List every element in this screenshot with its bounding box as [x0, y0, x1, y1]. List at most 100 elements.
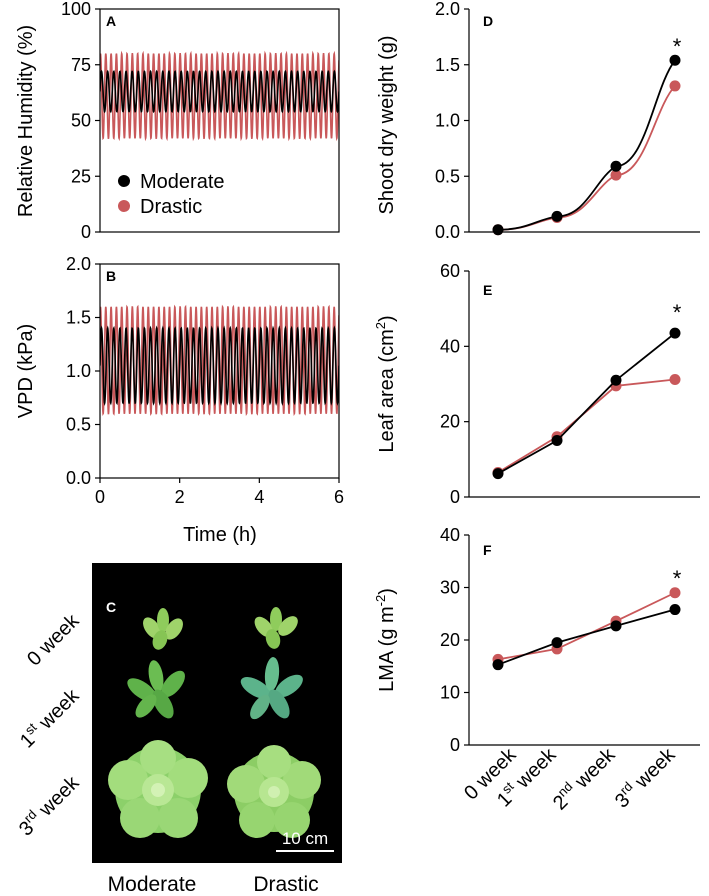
panel-e-significance: * — [673, 300, 682, 325]
category-axis-labels: 0 week 1st week 2nd week 3rd week — [460, 741, 680, 814]
panel-a-legend: Moderate Drastic — [118, 171, 225, 218]
panel-a-ylabel: Relative Humidity (%) — [15, 25, 37, 217]
category-label-2nd-week: 2nd week — [547, 741, 620, 814]
panel-e-point-moderate-3 — [669, 327, 681, 339]
panel-d-ytick-label: 0.0 — [435, 222, 460, 242]
panel-a-series-drastic — [100, 50, 339, 142]
panel-a-ytick-label: 100 — [61, 0, 91, 19]
panel-b-series-moderate — [100, 325, 339, 406]
legend-moderate-marker — [118, 175, 130, 187]
panel-b-xtick-label: 6 — [334, 487, 344, 507]
panel-d-letter: D — [483, 13, 493, 29]
panel-f-ytick-label: 20 — [440, 630, 460, 650]
panel-d-point-moderate-3 — [669, 54, 681, 66]
column-label-moderate: Moderate — [108, 873, 197, 896]
panel-e-letter: E — [483, 282, 492, 298]
plant-drastic-3rd-week — [227, 745, 321, 838]
panel-d-line-drastic — [497, 85, 676, 231]
panel-f-series — [492, 587, 681, 671]
panel-f-yticks: 0 10 20 30 40 — [440, 525, 469, 755]
row-label-3rd-week: 3rd week — [13, 769, 84, 840]
panel-f-ytick-label: 40 — [440, 525, 460, 545]
panel-e-ylabel: Leaf area (cm2) — [373, 315, 398, 452]
panel-e: 0 20 40 60 E * Leaf area (cm2) — [373, 261, 700, 507]
plant-drastic-1st-week — [240, 657, 303, 720]
panel-f-ytick-label: 30 — [440, 578, 460, 598]
panel-a-ytick-label: 25 — [71, 166, 91, 186]
panel-d-point-drastic-3 — [669, 80, 681, 92]
panel-e-point-moderate-0 — [492, 468, 504, 480]
panel-d-series — [492, 54, 681, 236]
panel-f-point-moderate-1 — [551, 637, 563, 649]
panel-b-ytick-label: 1.5 — [66, 308, 91, 328]
panel-b-xtick-label: 4 — [254, 487, 264, 507]
panel-a-ytick-label: 0 — [81, 222, 91, 242]
panel-b: 0.0 0.5 1.0 1.5 2.0 0 2 4 6 B VPD (kPa) Time (h… — [15, 254, 344, 546]
panel-d-point-moderate-2 — [610, 160, 622, 172]
panel-e-ytick-label: 0 — [450, 487, 460, 507]
panel-e-point-drastic-3 — [669, 373, 681, 385]
panel-b-letter: B — [106, 268, 116, 284]
panel-b-ytick-label: 0.5 — [66, 415, 91, 435]
panel-a-ytick-label: 50 — [71, 111, 91, 131]
panel-f-line-moderate — [497, 608, 676, 666]
category-label-3rd-week: 3rd week — [609, 741, 680, 812]
panel-d-point-drastic-2 — [610, 169, 622, 181]
panel-b-series — [100, 304, 339, 417]
panel-d: 0.0 0.5 1.0 1.5 2.0 D * Shoot dry weight (g) — [376, 0, 700, 242]
panel-f-significance: * — [673, 566, 682, 591]
panel-d-ytick-label: 1.5 — [435, 55, 460, 75]
panel-f-point-moderate-3 — [669, 604, 681, 616]
legend-moderate-label: Moderate — [140, 171, 225, 193]
panel-d-point-moderate-1 — [551, 210, 563, 222]
panel-f-letter: F — [483, 542, 492, 558]
panel-e-ytick-label: 20 — [440, 412, 460, 432]
scale-bar-label: 10 cm — [282, 829, 328, 848]
panel-f-line-drastic — [497, 591, 676, 661]
plant-drastic-0-week — [254, 607, 298, 649]
panel-a-series-moderate — [100, 69, 339, 114]
panel-a-series — [100, 50, 339, 142]
panel-d-yticks: 0.0 0.5 1.0 1.5 2.0 — [435, 0, 469, 242]
panel-f-ylabel: LMA (g m-2) — [373, 588, 398, 692]
row-label-0-week: 0 week — [23, 609, 84, 670]
panel-d-significance: * — [673, 34, 682, 59]
panel-e-line-moderate — [497, 332, 676, 475]
legend-drastic-label: Drastic — [140, 196, 202, 218]
panel-e-yticks: 0 20 40 60 — [440, 261, 469, 507]
panel-f-ytick-label: 10 — [440, 683, 460, 703]
panel-b-xtick-label: 0 — [95, 487, 105, 507]
panel-a-yticks: 0 25 50 75 100 — [61, 0, 100, 242]
panel-f: 0 10 20 30 40 F * LMA (g m-2) — [373, 525, 700, 755]
panel-b-xlabel: Time (h) — [183, 524, 257, 546]
category-label-0-week: 0 week — [460, 743, 521, 804]
panel-d-ylabel: Shoot dry weight (g) — [376, 36, 398, 215]
panel-d-point-moderate-0 — [492, 224, 504, 236]
panel-c: C — [13, 563, 342, 896]
panel-c-letter: C — [106, 599, 116, 615]
panel-e-series — [492, 327, 681, 480]
panel-a-letter: A — [106, 13, 116, 29]
panel-d-ytick-label: 2.0 — [435, 0, 460, 19]
panel-d-ytick-label: 1.0 — [435, 111, 460, 131]
panel-b-xtick-label: 2 — [175, 487, 185, 507]
panel-b-ytick-label: 0.0 — [66, 468, 91, 488]
panel-f-ytick-label: 0 — [450, 735, 460, 755]
plant-moderate-0-week — [143, 608, 183, 650]
panel-f-point-moderate-2 — [610, 620, 622, 632]
plant-moderate-3rd-week — [108, 740, 208, 838]
panel-d-ytick-label: 0.5 — [435, 166, 460, 186]
panel-e-point-moderate-1 — [551, 435, 563, 446]
panel-b-xticks: 0 2 4 6 — [95, 478, 344, 507]
plant-moderate-1st-week — [127, 660, 185, 719]
panel-b-ylabel: VPD (kPa) — [15, 324, 37, 418]
panel-f-point-moderate-0 — [492, 659, 504, 671]
panel-e-ytick-label: 60 — [440, 261, 460, 281]
panel-d-line-moderate — [497, 59, 676, 231]
panel-a: 0 25 50 75 100 A Relative Humidity (%) Moder… — [15, 0, 340, 242]
panel-b-series-drastic — [100, 304, 339, 417]
panel-b-ytick-label: 2.0 — [66, 254, 91, 274]
panel-b-ytick-label: 1.0 — [66, 361, 91, 381]
panel-e-point-moderate-2 — [610, 374, 622, 386]
